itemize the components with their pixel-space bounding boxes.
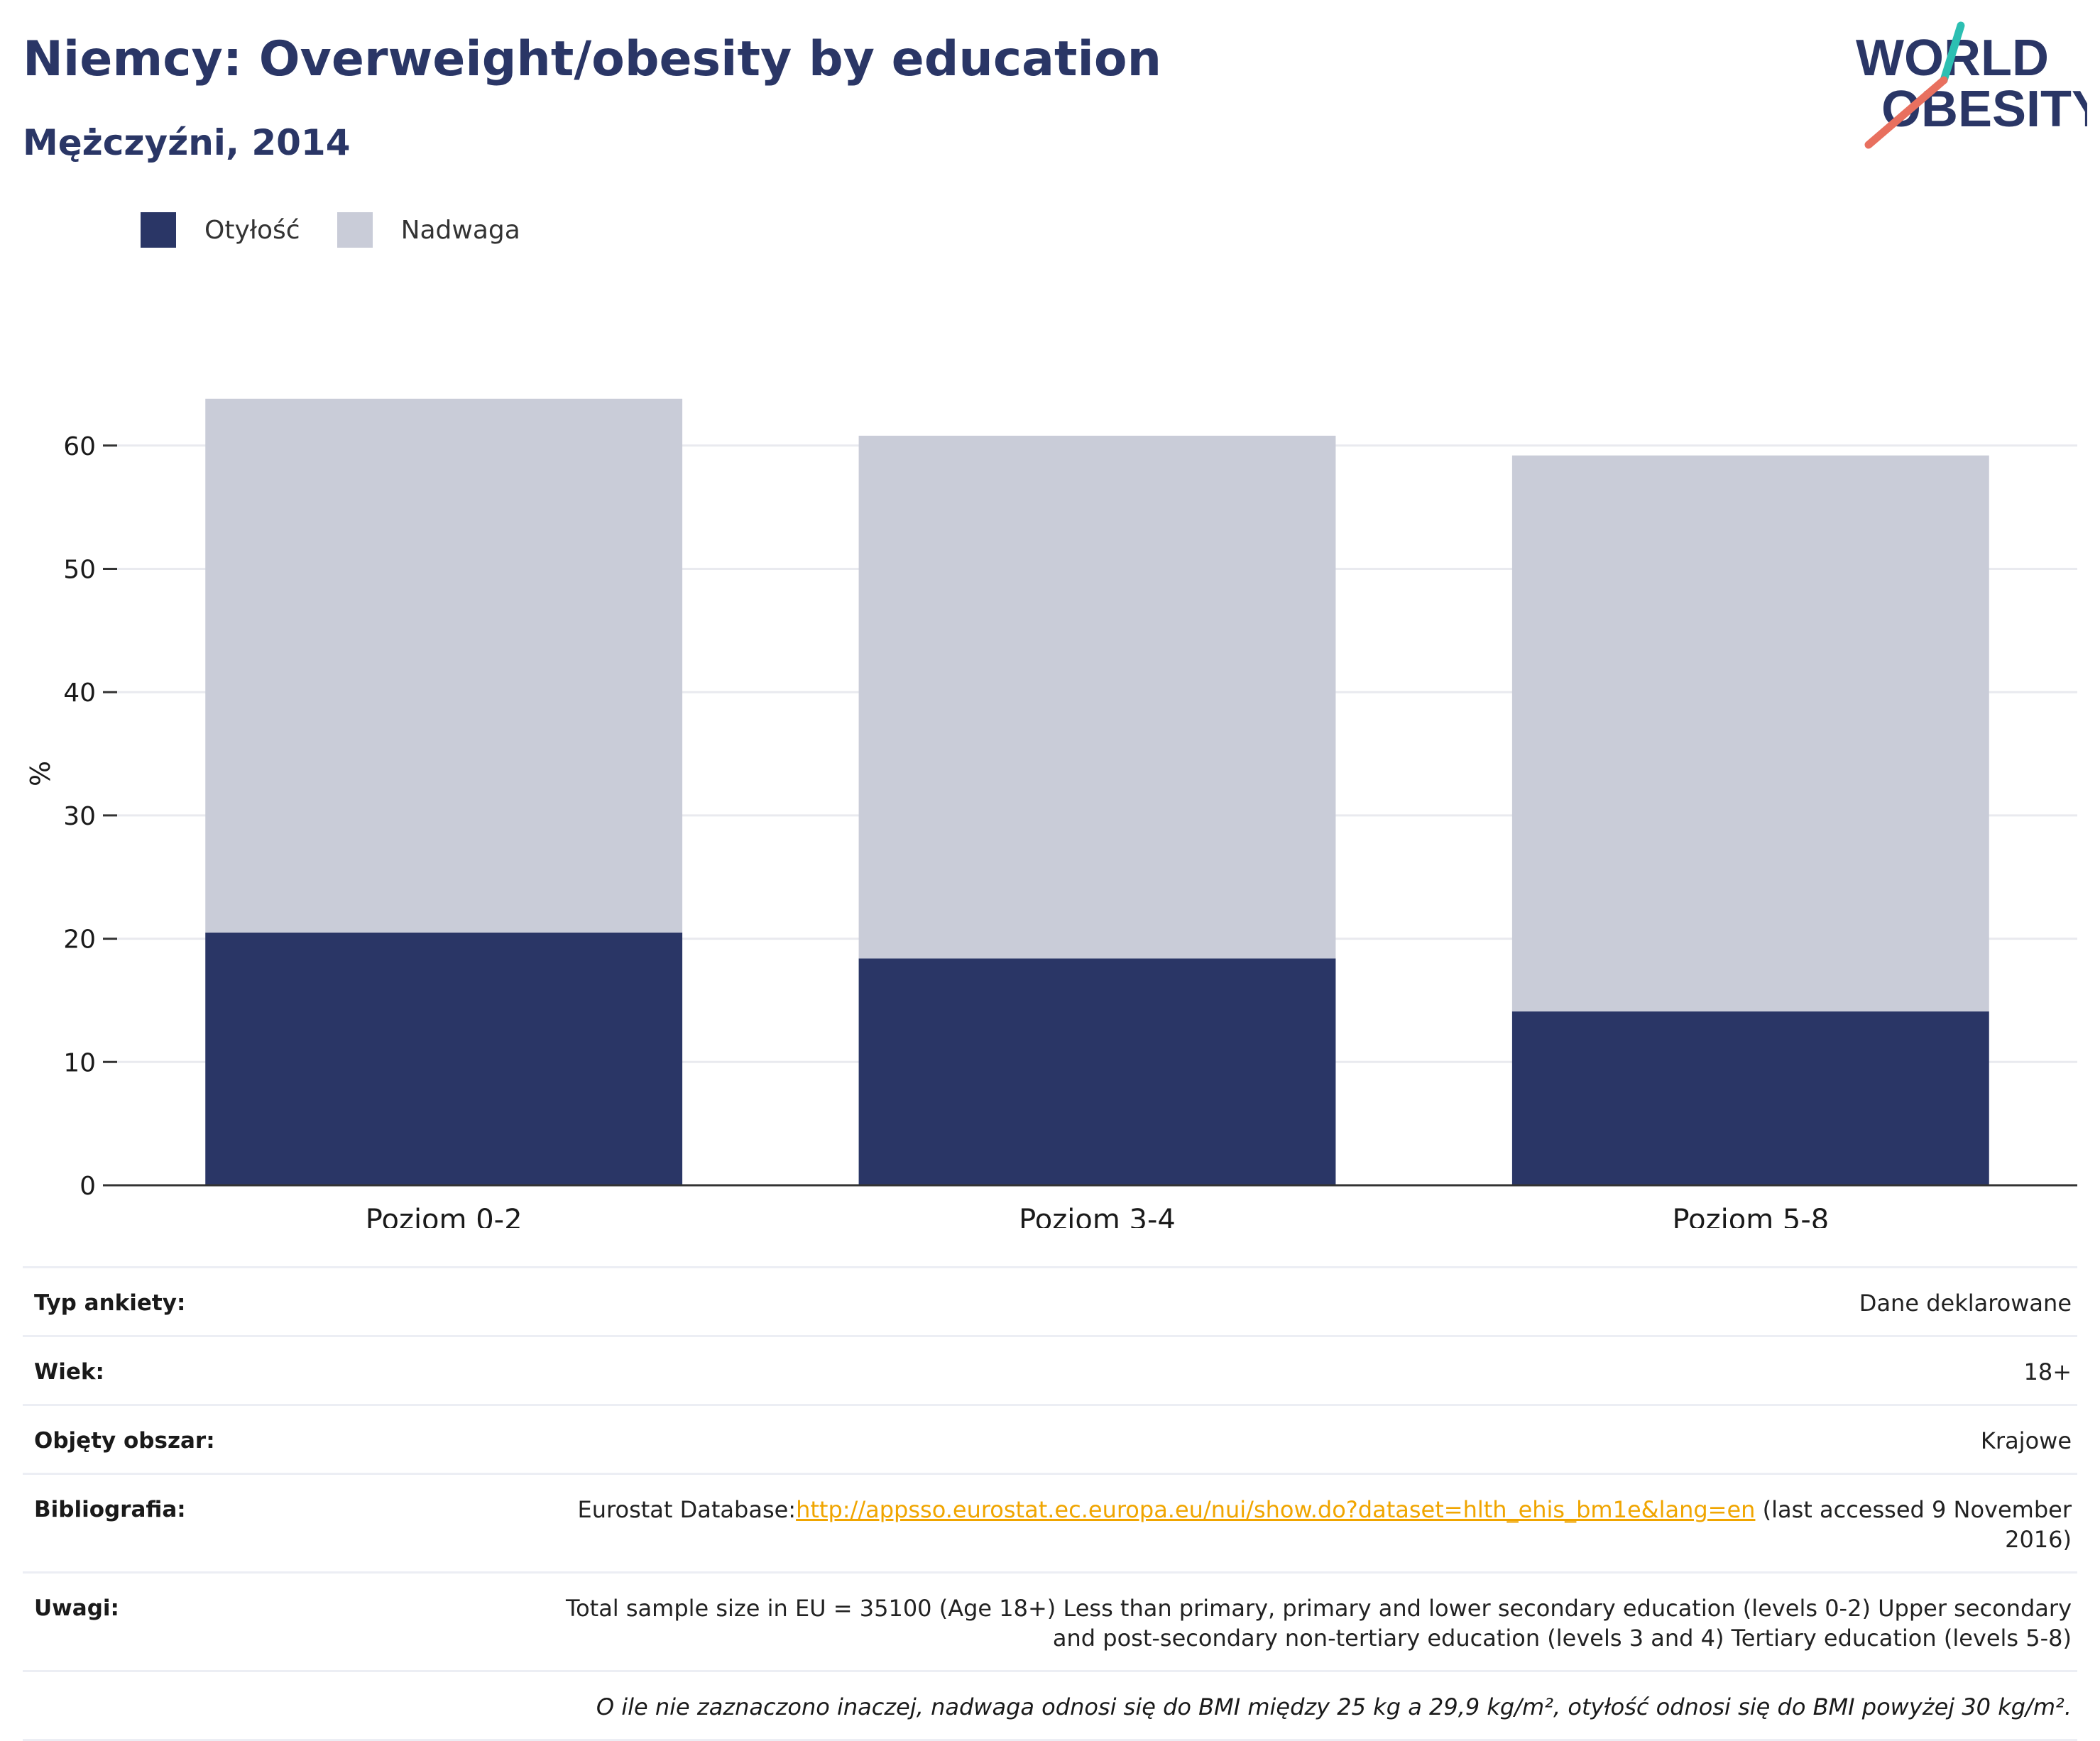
x-tick-label: Poziom 3-4 — [1019, 1204, 1176, 1228]
y-tick-label: 50 — [63, 556, 96, 585]
bar-overweight-3 — [1511, 455, 1989, 1012]
legend-item-obesity: Otyłość — [141, 212, 300, 248]
y-tick-label: 30 — [63, 802, 96, 831]
bibliography-suffix: (last accessed 9 November 2016) — [1755, 1496, 2072, 1553]
meta-label-survey-type: Typ ankiety: — [34, 1290, 186, 1316]
y-tick-label: 20 — [63, 926, 96, 955]
meta-row-bibliography: Bibliografia: Eurostat Database:http://a… — [23, 1473, 2077, 1571]
legend-item-overweight: Nadwaga — [337, 212, 520, 248]
meta-label-notes: Uwagi: — [34, 1596, 119, 1621]
y-tick-label: 0 — [80, 1172, 96, 1201]
x-tick-label: Poziom 5-8 — [1672, 1204, 1829, 1228]
axes: 0 10 20 30 40 50 60 Poziom 0-2 Poziom 3-4 Poziom … — [63, 432, 2077, 1228]
bar-obesity-1 — [205, 932, 683, 1185]
bars — [205, 398, 1989, 1185]
legend-swatch-overweight — [337, 212, 373, 248]
chart-legend: Otyłość Nadwaga — [141, 210, 557, 250]
meta-value-notes: Total sample size in EU = 35100 (Age 18+… — [565, 1595, 2072, 1652]
meta-row-coverage: Objęty obszar: Krajowe — [23, 1404, 2077, 1473]
legend-label-obesity: Otyłość — [204, 215, 300, 245]
legend-swatch-obesity — [141, 212, 176, 248]
meta-label-coverage: Objęty obszar: — [34, 1428, 215, 1454]
bar-overweight-1 — [205, 398, 683, 933]
y-tick-label: 10 — [63, 1048, 96, 1077]
meta-row-footnote: O ile nie zaznaczono inaczej, nadwaga od… — [23, 1670, 2077, 1741]
meta-value-coverage: Krajowe — [1980, 1427, 2072, 1454]
logo-slash-teal — [1940, 21, 1965, 84]
legend-label-overweight: Nadwaga — [400, 215, 520, 245]
bar-obesity-3 — [1511, 1011, 1989, 1185]
meta-label-age: Wiek: — [34, 1359, 104, 1385]
meta-row-survey-type: Typ ankiety: Dane deklarowane — [23, 1266, 2077, 1335]
metadata-table: Typ ankiety: Dane deklarowane Wiek: 18+ … — [23, 1266, 2077, 1741]
chart-subtitle: Mężczyźni, 2014 — [23, 122, 351, 163]
meta-value-bibliography: Eurostat Database:http://appsso.eurostat… — [524, 1495, 2077, 1554]
logo-slash-coral — [1864, 76, 1948, 149]
meta-footnote: O ile nie zaznaczono inaczej, nadwaga od… — [596, 1693, 2072, 1720]
world-obesity-logo: WORLD OBESITY — [1856, 21, 2087, 149]
meta-value-survey-type: Dane deklarowane — [1859, 1290, 2072, 1317]
bibliography-prefix: Eurostat Database: — [577, 1496, 797, 1523]
meta-label-bibliography: Bibliografia: — [34, 1497, 186, 1522]
chart-title: Niemcy: Overweight/obesity by education — [23, 31, 1161, 87]
bar-overweight-2 — [858, 435, 1336, 959]
meta-row-age: Wiek: 18+ — [23, 1335, 2077, 1404]
meta-row-notes: Uwagi: Total sample size in EU = 35100 (… — [23, 1571, 2077, 1670]
y-tick-label: 40 — [63, 679, 96, 708]
x-tick-label: Poziom 0-2 — [366, 1204, 523, 1228]
y-tick-label: 60 — [63, 432, 96, 461]
bar-obesity-2 — [858, 958, 1336, 1185]
bar-chart: 0 10 20 30 40 50 60 Poziom 0-2 Poziom 3-4 Poziom … — [25, 398, 2077, 1228]
y-axis-label: % — [25, 761, 56, 786]
meta-value-age: 18+ — [2023, 1358, 2072, 1385]
bibliography-link[interactable]: http://appsso.eurostat.ec.europa.eu/nui/… — [796, 1496, 1756, 1523]
